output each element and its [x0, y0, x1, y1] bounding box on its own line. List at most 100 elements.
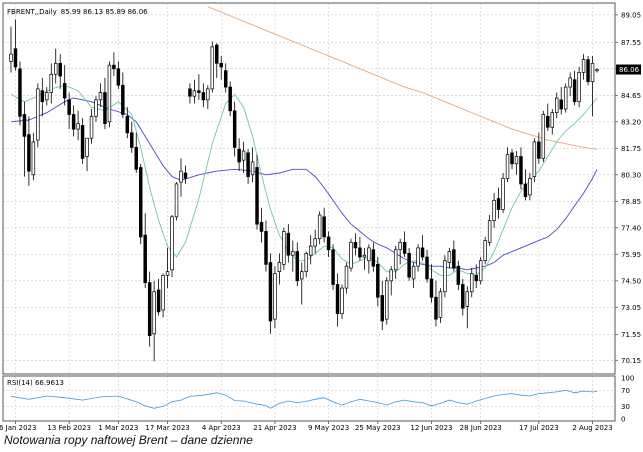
candle-bull	[76, 123, 80, 130]
candle-bear	[559, 99, 563, 110]
candle-bull	[447, 251, 452, 263]
rsi-line	[10, 389, 598, 409]
x-tick-label: 9 May 2023	[308, 424, 349, 432]
rsi-label: RSI(14) 66.9613	[7, 379, 64, 387]
candle-bear	[147, 282, 152, 336]
candle-bear	[232, 110, 237, 148]
candle-bull	[300, 271, 304, 280]
candle-bear	[286, 232, 291, 256]
candle-bull	[49, 73, 53, 93]
candle-bull	[581, 59, 586, 73]
candle-bear	[523, 183, 528, 198]
x-tick-label: 17 Jul 2023	[519, 424, 559, 432]
y-tick-label: 78.85	[621, 198, 641, 206]
candle-bear	[326, 236, 331, 251]
candle-bull	[206, 88, 210, 101]
candle-bear	[58, 62, 62, 77]
candle-bull	[179, 170, 183, 183]
candle-bull	[528, 178, 532, 196]
candle-bull	[492, 200, 496, 221]
candle-bull	[389, 269, 393, 282]
candle-bull	[241, 150, 246, 161]
x-tick-label: 17 Mar 2023	[145, 424, 189, 432]
y-tick-label: 77.40	[621, 224, 641, 232]
candle-bull	[9, 53, 13, 62]
candle-bull	[308, 245, 313, 256]
candle-bull	[192, 90, 197, 97]
candle-bear	[268, 262, 273, 322]
candle-bear	[358, 247, 362, 258]
candle-bull	[291, 251, 295, 256]
candle-bear	[134, 147, 138, 170]
ma-mid-line	[10, 97, 598, 271]
candle-bull	[161, 274, 165, 311]
candle-bear	[496, 198, 501, 210]
candle-bull	[250, 161, 255, 176]
y-tick-label: 84.65	[621, 92, 641, 100]
rsi-grid	[3, 389, 615, 408]
chart-container: 70.15 71.55 73.05 74.50 75.95 77.40 78.85 80.30…	[0, 2, 642, 432]
candle-bull	[590, 62, 595, 82]
candle-bull	[277, 262, 282, 273]
x-tick-label: 13 Feb 2023	[47, 424, 91, 432]
candle-bull	[31, 141, 36, 176]
candle-bear	[380, 295, 385, 322]
candle-bear	[259, 221, 264, 232]
candle-bear	[22, 114, 27, 137]
y-tick-label: 83.20	[621, 118, 641, 126]
candle-bear	[371, 249, 376, 267]
price-axis: 70.15 71.55 73.05 74.50 75.95 77.40 78.85 80.30…	[615, 11, 641, 365]
candle-bear	[71, 114, 76, 130]
candle-bull	[94, 99, 98, 117]
candle-bull	[367, 247, 371, 262]
candle-bull	[487, 220, 492, 243]
candle-bear	[402, 242, 407, 254]
candle-bear	[246, 152, 250, 177]
y-tick-label: 87.55	[621, 39, 641, 47]
candle-bear	[18, 68, 22, 117]
candle-bear	[237, 148, 241, 163]
time-axis: 26 Jan 2023 13 Feb 2023 1 Mar 2023 17 Mar 2…	[0, 421, 613, 432]
candle-bull	[89, 115, 94, 139]
candle-bull	[98, 92, 103, 101]
candle-bull	[174, 183, 179, 218]
ma-long-path	[207, 6, 598, 150]
candle-bull	[555, 97, 559, 114]
y-tick-label: 70.15	[621, 357, 641, 365]
candle-bear	[197, 90, 201, 93]
rsi-tick-label: 0	[621, 416, 625, 424]
x-tick-label: 4 Apr 2023	[202, 424, 241, 432]
candle-bear	[510, 152, 514, 165]
chart-caption: Notowania ropy naftowej Brent – dane dzi…	[4, 433, 253, 447]
candle-bear	[425, 256, 429, 280]
candle-bear	[586, 59, 590, 82]
candle-bull	[393, 249, 398, 271]
candle-bull	[273, 273, 277, 320]
candle-bull	[165, 271, 170, 276]
symbol-label: FBRENT,,Daily	[7, 8, 57, 16]
candle-bear	[121, 84, 125, 115]
y-tick-label: 80.30	[621, 171, 641, 179]
x-tick-label: 26 Jan 2023	[0, 424, 36, 432]
y-tick-label: 89.05	[621, 11, 641, 19]
candle-bear	[572, 79, 577, 103]
last-price-label: 86.06	[619, 66, 640, 74]
candle-bear	[335, 284, 340, 315]
y-tick-label: 73.05	[621, 304, 641, 312]
candle-bear	[40, 90, 45, 103]
last-price-marker	[616, 64, 641, 75]
rsi-tick-label: 30	[621, 403, 630, 411]
candle-bull	[505, 154, 510, 179]
candle-bear	[407, 253, 411, 278]
candle-bear	[183, 172, 188, 179]
candle-bear	[125, 115, 130, 134]
y-tick-label: 81.75	[621, 145, 641, 153]
candle-bear	[13, 48, 18, 68]
candle-bull	[438, 291, 443, 318]
candle-bull	[595, 69, 599, 72]
candle-bear	[519, 156, 523, 185]
y-tick-label: 75.95	[621, 251, 641, 259]
candle-bear	[376, 263, 380, 298]
candle-bull	[416, 247, 420, 267]
price-chart: 70.15 71.55 73.05 74.50 75.95 77.40 78.85 80.30…	[0, 2, 642, 432]
